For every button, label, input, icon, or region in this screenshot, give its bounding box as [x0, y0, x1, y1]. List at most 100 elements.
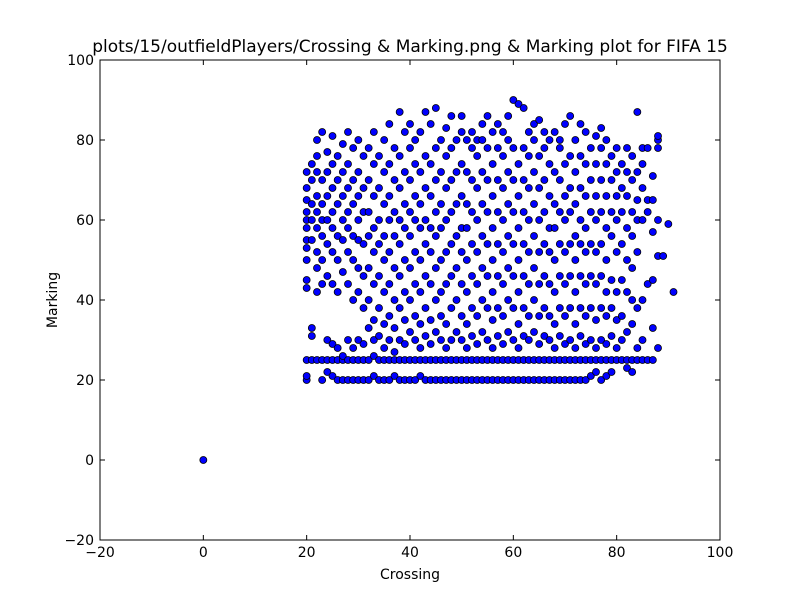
data-point: [364, 356, 373, 364]
data-point: [493, 144, 502, 152]
data-point: [633, 108, 642, 116]
data-point: [359, 240, 368, 248]
data-point: [468, 240, 476, 248]
data-point: [623, 256, 631, 264]
data-point: [333, 176, 342, 184]
data-point: [421, 184, 430, 192]
data-point: [478, 200, 487, 208]
data-point: [519, 304, 528, 312]
data-point: [338, 216, 347, 224]
x-tick-label: 20: [298, 545, 316, 561]
data-point: [323, 336, 332, 344]
data-point: [592, 280, 600, 288]
data-point: [540, 332, 549, 340]
data-point: [421, 332, 430, 340]
data-point: [338, 352, 347, 360]
data-point: [514, 160, 523, 168]
data-point: [199, 456, 208, 464]
data-point: [437, 288, 445, 296]
data-point: [576, 152, 585, 160]
data-point: [530, 328, 538, 336]
data-point: [586, 240, 595, 248]
data-point: [462, 200, 471, 208]
data-point: [612, 344, 621, 352]
data-point: [385, 280, 394, 288]
x-tick-label: 0: [199, 545, 208, 561]
data-point: [535, 152, 544, 160]
data-point: [359, 272, 368, 280]
data-point: [447, 240, 456, 248]
data-point: [411, 160, 420, 168]
data-point: [530, 136, 538, 144]
data-point: [509, 208, 518, 216]
data-point: [313, 192, 321, 200]
data-point: [617, 160, 626, 168]
data-point: [607, 152, 616, 160]
data-point: [328, 224, 337, 232]
data-point: [488, 256, 497, 264]
data-point: [586, 176, 595, 184]
data-point: [566, 240, 575, 248]
data-point: [483, 208, 492, 216]
data-point: [654, 344, 662, 352]
data-point: [571, 136, 580, 144]
data-point: [344, 128, 352, 136]
data-point: [478, 168, 487, 176]
data-point: [338, 140, 347, 148]
data-point: [493, 176, 502, 184]
data-point: [592, 216, 600, 224]
data-point: [488, 344, 497, 352]
data-point: [592, 132, 600, 140]
data-point: [530, 120, 538, 128]
data-point: [519, 272, 528, 280]
data-point: [333, 288, 342, 296]
data-point: [354, 192, 363, 200]
data-point: [390, 208, 399, 216]
data-point: [602, 160, 611, 168]
data-point: [400, 168, 409, 176]
data-point: [628, 152, 637, 160]
data-point: [400, 340, 409, 348]
data-point: [344, 248, 352, 256]
data-point: [504, 296, 513, 304]
data-point: [540, 272, 549, 280]
data-point: [561, 312, 569, 320]
data-point: [400, 200, 409, 208]
data-point: [457, 128, 466, 136]
data-point: [514, 192, 523, 200]
data-point: [468, 304, 476, 312]
data-point: [302, 244, 311, 252]
y-tick-label: −20: [64, 533, 94, 549]
data-point: [328, 372, 337, 380]
data-point: [473, 216, 482, 224]
data-point: [493, 304, 502, 312]
data-point: [571, 344, 580, 352]
data-point: [669, 288, 678, 296]
data-point: [416, 344, 425, 352]
data-point: [478, 328, 487, 336]
data-point: [514, 344, 523, 352]
data-point: [395, 152, 404, 160]
data-point: [431, 328, 440, 336]
data-point: [545, 136, 554, 144]
data-point: [514, 100, 523, 108]
data-point: [524, 280, 533, 288]
data-point: [369, 336, 378, 344]
data-point: [530, 232, 538, 240]
data-point: [566, 336, 575, 344]
data-point: [473, 248, 482, 256]
data-point: [586, 208, 595, 216]
data-point: [519, 208, 528, 216]
data-point: [638, 336, 647, 344]
data-point: [473, 312, 482, 320]
data-point: [364, 376, 373, 384]
data-point: [478, 136, 487, 144]
data-point: [628, 232, 637, 240]
data-point: [468, 128, 476, 136]
data-point: [524, 312, 533, 320]
data-point: [592, 192, 600, 200]
data-point: [307, 200, 316, 208]
data-point: [442, 248, 451, 256]
data-point: [586, 372, 595, 380]
data-point: [349, 232, 358, 240]
